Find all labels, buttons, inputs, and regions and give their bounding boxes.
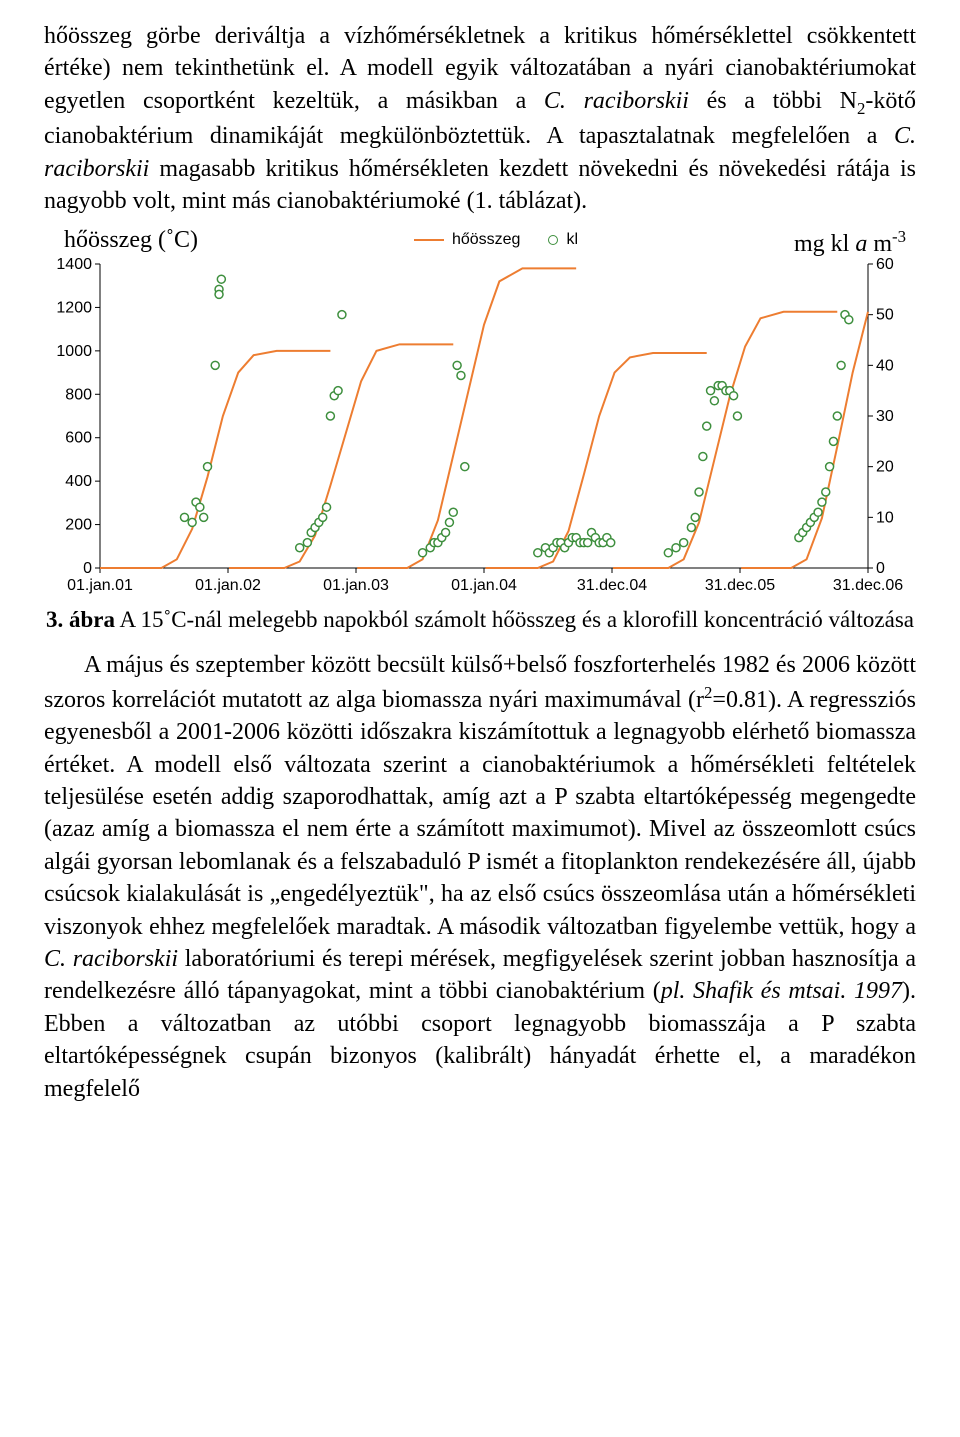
legend-line-swatch bbox=[414, 239, 444, 241]
svg-text:01.jan.03: 01.jan.03 bbox=[323, 577, 389, 594]
svg-text:30: 30 bbox=[876, 408, 894, 425]
svg-text:50: 50 bbox=[876, 307, 894, 324]
svg-text:0: 0 bbox=[876, 560, 885, 577]
svg-text:31.dec.04: 31.dec.04 bbox=[577, 577, 647, 594]
svg-text:10: 10 bbox=[876, 510, 894, 527]
paragraph-top: hőösszeg görbe deriváltja a vízhőmérsékl… bbox=[44, 20, 916, 217]
legend-marker-label: kl bbox=[566, 231, 578, 249]
chart-canvas: 0 200 400 600 800 1000 1200 1400 0 10 20 30 40 50 60 01… bbox=[44, 258, 914, 598]
svg-text:400: 400 bbox=[65, 474, 92, 491]
svg-text:600: 600 bbox=[65, 430, 92, 447]
figure-3: hőösszeg (˚C) hőösszeg kl mg kl a m-3 0 2… bbox=[44, 227, 916, 598]
chart-right-axis-title: mg kl a m-3 bbox=[794, 227, 906, 258]
svg-text:60: 60 bbox=[876, 258, 894, 273]
legend-marker-swatch bbox=[548, 235, 558, 245]
svg-text:200: 200 bbox=[65, 517, 92, 534]
svg-text:01.jan.04: 01.jan.04 bbox=[451, 577, 517, 594]
svg-text:01.jan.01: 01.jan.01 bbox=[67, 577, 133, 594]
svg-text:31.dec.05: 31.dec.05 bbox=[705, 577, 775, 594]
svg-text:01.jan.02: 01.jan.02 bbox=[195, 577, 261, 594]
svg-text:40: 40 bbox=[876, 358, 894, 375]
svg-text:1400: 1400 bbox=[56, 258, 92, 273]
svg-text:1200: 1200 bbox=[56, 300, 92, 317]
figure-3-caption: 3. ábra A 15˚C-nál melegebb napokból szá… bbox=[44, 604, 916, 635]
svg-text:31.dec.06: 31.dec.06 bbox=[833, 577, 903, 594]
chart-left-axis-title: hőösszeg (˚C) bbox=[64, 227, 198, 254]
svg-text:1000: 1000 bbox=[56, 343, 92, 360]
legend-line-label: hőösszeg bbox=[452, 231, 521, 249]
svg-text:20: 20 bbox=[876, 459, 894, 476]
svg-text:800: 800 bbox=[65, 387, 92, 404]
svg-text:0: 0 bbox=[83, 560, 92, 577]
paragraph-bottom: A május és szeptember között becsült kül… bbox=[44, 649, 916, 1104]
chart-legend: hőösszeg kl bbox=[414, 231, 578, 249]
